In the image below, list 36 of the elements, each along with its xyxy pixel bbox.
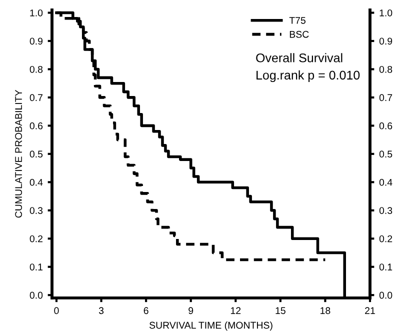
y2-tick-label: 0.8: [379, 66, 392, 73]
y2-tick-label: 0.4: [379, 178, 392, 186]
y-tick-label: 0.1: [30, 264, 42, 270]
y-tick-label: 0.3: [30, 207, 43, 214]
annotation: Overall Survival: [256, 53, 342, 62]
x-tick-label: 3: [98, 307, 104, 314]
x-tick-label: 6: [144, 307, 148, 314]
y-tick-label: 0.6: [30, 122, 43, 130]
legend-label: T75: [289, 17, 306, 24]
y-tick-label: 0.0: [30, 292, 43, 299]
y-tick-label: 0.8: [30, 66, 43, 73]
y-tick-label: 0.2: [30, 235, 42, 242]
y2-tick-label: 0.1: [379, 264, 392, 270]
y2-tick-label: 0.2: [379, 235, 392, 242]
x-tick-label: 15: [276, 307, 286, 314]
annotation: Log.rank p = 0.010: [256, 70, 360, 82]
y2-tick-label: 0.0: [379, 292, 392, 299]
y2-tick-label: 0.3: [379, 207, 392, 214]
y-tick-label: 1.0: [30, 9, 43, 16]
x-tick-label: 9: [188, 307, 194, 314]
y-tick-label: 0.5: [30, 150, 43, 158]
y2-tick-label: 0.7: [379, 94, 392, 102]
legend-label: BSC: [290, 30, 309, 38]
x-tick-label: 18: [320, 307, 330, 314]
x-tick-label: 12: [230, 307, 241, 314]
y2-tick-label: 0.6: [379, 122, 392, 130]
x-tick-label: 0: [54, 307, 59, 314]
y-tick-label: 0.4: [30, 178, 43, 186]
y2-tick-label: 0.5: [379, 150, 392, 158]
y2-tick-label: 0.9: [379, 38, 392, 45]
y-axis-title: CUMULATIVE PROBABILITY: [15, 90, 22, 218]
x-axis-title: SURVIVAL TIME (MONTHS): [149, 322, 272, 331]
x-tick-label: 21: [365, 307, 375, 314]
y-tick-label: 0.7: [30, 94, 42, 102]
y-tick-label: 0.9: [30, 38, 43, 45]
y2-tick-label: 1.0: [380, 9, 392, 16]
